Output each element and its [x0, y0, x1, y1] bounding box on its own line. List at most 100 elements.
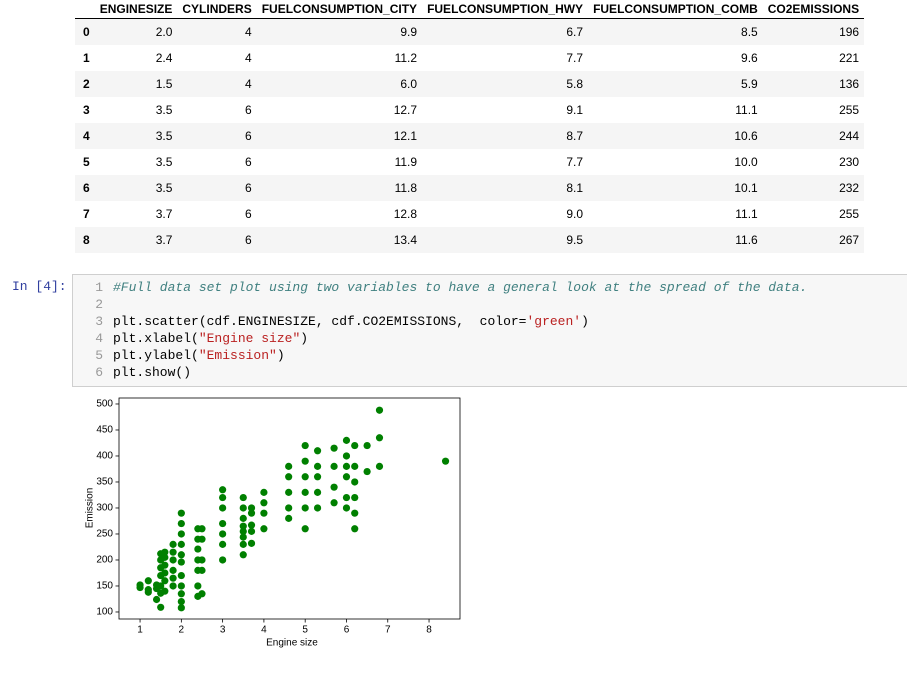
table-cell: 6	[245, 207, 252, 221]
table-cell: 12.1	[256, 123, 423, 149]
table-cell: 221	[839, 51, 860, 65]
table-cell: 255	[839, 103, 860, 117]
table-cell: 6	[177, 227, 257, 253]
plot-area	[118, 397, 461, 620]
table-cell: 3.5	[94, 175, 178, 201]
point	[351, 509, 359, 517]
point	[157, 556, 165, 564]
table-row: 5 3.5 6 11.9 7.7 10.0 230	[75, 149, 864, 175]
point	[194, 525, 202, 533]
table-cell: 9.6	[741, 51, 758, 65]
point	[363, 441, 371, 450]
point	[342, 493, 351, 502]
row-index: 2	[75, 71, 95, 97]
point	[177, 540, 185, 548]
row-index: 3	[83, 103, 90, 117]
table-cell: 10.1	[588, 175, 763, 201]
table-cell: 8.7	[422, 123, 589, 149]
point	[144, 588, 152, 596]
point	[136, 583, 144, 592]
table-cell: 9.5	[422, 227, 589, 253]
table-row: 1 2.4 4 11.2 7.7 9.6 221	[75, 45, 864, 71]
point	[285, 473, 293, 481]
column-header: ENGINESIZE	[94, 0, 178, 19]
table-cell: 3.5	[94, 123, 178, 149]
point	[247, 539, 256, 547]
point	[342, 473, 351, 481]
point	[169, 582, 177, 590]
table-cell: 9.1	[566, 103, 584, 117]
table-row: 3 3.5 6 12.7 9.1 11.1 255	[75, 97, 864, 123]
y-tick-label: 300	[96, 503, 113, 514]
point	[351, 441, 359, 450]
point	[219, 519, 227, 528]
point	[301, 457, 309, 465]
row-index: 1	[83, 51, 90, 65]
table-row: 7 3.7 6 12.8 9.0 11.1 255	[75, 201, 864, 227]
point	[219, 493, 227, 502]
table-cell: 267	[762, 227, 865, 253]
point	[219, 530, 227, 538]
table-cell: 13.4	[256, 227, 423, 253]
point	[342, 462, 351, 470]
y-axis-label: Emission	[85, 488, 96, 529]
table-cell: 5.8	[422, 71, 589, 97]
code-line: plt.ylabel("Emission")	[113, 348, 285, 363]
y-tick-label: 250	[96, 529, 113, 540]
point	[157, 603, 165, 611]
table-cell: 7.7	[566, 51, 584, 65]
table-cell: 10.0	[734, 155, 758, 169]
table-cell: 6	[177, 123, 257, 149]
point	[177, 509, 185, 517]
table-cell: 255	[839, 207, 860, 221]
table-cell: 136	[762, 71, 865, 97]
point	[157, 550, 165, 558]
point	[152, 584, 161, 593]
x-tick-label: 3	[220, 625, 226, 636]
table-cell: 11.6	[588, 227, 763, 253]
point	[194, 545, 202, 553]
point	[239, 527, 247, 535]
column-header: FUELCONSUMPTION_HWY	[422, 0, 589, 19]
table-row: 0 2.0 4 9.9 6.7 8.5 196	[75, 18, 865, 45]
y-tick-label: 150	[96, 581, 113, 592]
code-cell[interactable]: 1 #Full data set plot using two variables…	[72, 274, 907, 387]
point	[161, 577, 169, 585]
table-cell: 196	[762, 18, 865, 45]
point	[351, 462, 359, 470]
x-tick-label: 4	[261, 625, 267, 636]
point	[198, 556, 206, 564]
point	[313, 473, 322, 481]
point	[177, 519, 185, 528]
point	[285, 504, 293, 512]
point	[239, 514, 247, 522]
table-cell: 6.7	[422, 18, 589, 45]
point	[285, 462, 293, 470]
table-cell: 10.6	[588, 123, 763, 149]
point	[177, 582, 185, 590]
table-cell: 4	[245, 51, 252, 65]
point	[198, 525, 206, 533]
point	[194, 592, 202, 600]
table-cell: 3.7	[155, 207, 173, 221]
point	[177, 597, 185, 606]
y-tick-label: 450	[96, 425, 113, 436]
point	[351, 493, 359, 502]
code-line: plt.show()	[113, 365, 192, 380]
x-tick-label: 8	[426, 625, 432, 636]
point	[260, 488, 268, 496]
point	[169, 556, 177, 564]
point	[157, 571, 165, 580]
row-index: 5	[83, 155, 90, 169]
point	[239, 504, 247, 512]
data-table: ENGINESIZE CYLINDERS FUELCONSUMPTION_CITY F…	[75, 0, 865, 253]
column-header: FUELCONSUMPTION_CITY	[256, 0, 423, 19]
table-cell: 5.9	[588, 71, 763, 97]
table-cell: 12.8	[393, 207, 418, 221]
table-cell: 6.0	[256, 71, 423, 97]
y-tick-label: 500	[96, 399, 113, 410]
point	[194, 535, 202, 543]
point	[313, 462, 322, 470]
table-cell: 6	[245, 155, 252, 169]
point	[198, 590, 206, 598]
